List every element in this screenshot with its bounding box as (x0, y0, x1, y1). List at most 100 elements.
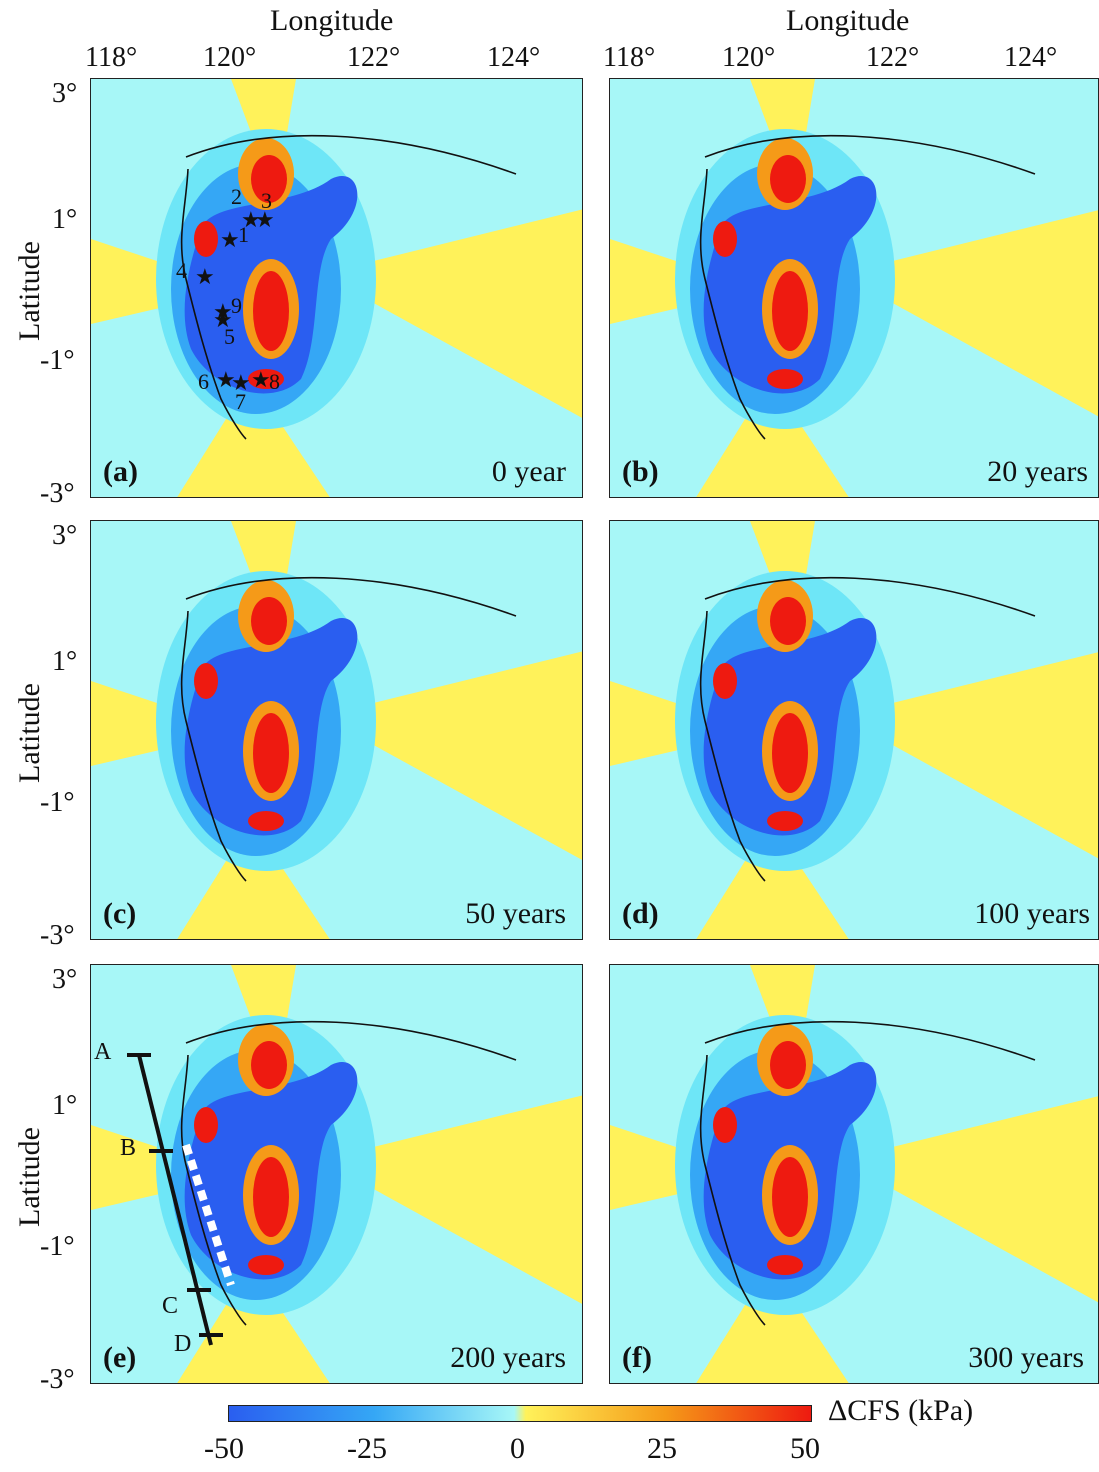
positive-lobe (177, 379, 330, 497)
positive-zone (713, 663, 737, 699)
lat-tick: 1° (52, 204, 78, 235)
epicenter-star: ★ (255, 207, 275, 232)
epicenter-star: ★ (213, 307, 233, 332)
positive-zone (253, 271, 289, 351)
positive-zone (251, 155, 287, 203)
profile-label-b: B (120, 1135, 137, 1161)
colorbar (228, 1405, 812, 1422)
fault-line (699, 1054, 766, 1326)
positive-zone (194, 663, 218, 699)
trench-line (185, 1020, 517, 1061)
lat-tick: 3° (52, 964, 78, 995)
fault-line (699, 610, 766, 882)
profile-label-d: D (174, 1331, 192, 1357)
epicenter-label: 9 (231, 293, 242, 318)
panel-label: (a) (103, 455, 138, 488)
fault-line (180, 610, 247, 882)
positive-zone (772, 271, 808, 351)
positive-lobe (321, 1095, 582, 1304)
profile-label-c: C (162, 1293, 179, 1319)
lon-tick: 122° (866, 42, 920, 73)
positive-lobe (321, 209, 582, 418)
positive-lobe (177, 1265, 330, 1383)
epicenter-star: ★ (213, 299, 233, 324)
lat-tick: -3° (40, 920, 75, 951)
stress-map (91, 521, 582, 939)
trench-line (185, 576, 517, 617)
map-panel-c: (c) 50 years (90, 520, 583, 940)
panel-label: (f) (622, 1341, 652, 1374)
panel-label: (b) (622, 455, 659, 488)
lat-tick: 1° (52, 1090, 78, 1121)
profile-label-a: A (94, 1039, 112, 1065)
lon-tick: 118° (603, 42, 656, 73)
rupture-segment (182, 1143, 235, 1287)
lon-tick: 120° (203, 42, 257, 73)
epicenter-star: ★ (216, 367, 236, 392)
colorbar-tick: 50 (790, 1432, 820, 1465)
positive-zone (767, 369, 803, 389)
epicenter-star: ★ (251, 367, 271, 392)
longitude-title-left: Longitude (270, 4, 394, 37)
positive-zone (253, 713, 289, 793)
map-panel-e: (e) 200 years (90, 964, 583, 1384)
time-label: 0 year (491, 455, 566, 488)
colorbar-tick: 0 (510, 1432, 525, 1465)
stress-map (610, 79, 1098, 497)
positive-zone (713, 1107, 737, 1143)
panel-label: (d) (622, 897, 659, 930)
map-panel-f: (f) 300 years (609, 964, 1099, 1384)
lat-tick: -3° (40, 478, 75, 509)
positive-lobe (177, 821, 330, 939)
positive-zone (194, 221, 218, 257)
positive-zone (767, 811, 803, 831)
latitude-title: Latitude (13, 1127, 46, 1227)
time-label: 300 years (968, 1341, 1084, 1374)
positive-zone (770, 155, 806, 203)
longitude-title-right: Longitude (786, 4, 910, 37)
time-label: 50 years (465, 897, 566, 930)
positive-lobe (696, 1265, 849, 1383)
epicenter-label: 5 (224, 324, 235, 349)
lat-tick: 3° (52, 78, 78, 109)
fault-line (180, 168, 247, 440)
colorbar-tick: -50 (204, 1432, 244, 1465)
lat-tick: -3° (40, 1364, 75, 1395)
epicenter-star: ★ (231, 370, 251, 395)
profile-line (137, 1054, 213, 1346)
positive-zone (770, 597, 806, 645)
positive-lobe (840, 652, 1098, 859)
epicenter-star: ★ (241, 207, 261, 232)
lat-tick: -1° (40, 1231, 75, 1262)
map-panel-b: (b) 20 years (609, 78, 1099, 498)
map-panel-a: ★ ★ ★ ★ ★ ★ ★ ★ ★ (a) 0 year (90, 78, 583, 498)
positive-zone (772, 713, 808, 793)
stress-map: ★★★★★★★★ ★ (91, 79, 582, 497)
trench-line (704, 134, 1036, 175)
panel-label: (c) (103, 897, 137, 930)
fault-line (699, 168, 766, 440)
positive-zone (251, 597, 287, 645)
time-label: 20 years (987, 455, 1088, 488)
epicenter-star: ★ (195, 264, 215, 289)
positive-zone (248, 811, 284, 831)
positive-zone (248, 369, 284, 389)
lat-tick: -1° (40, 787, 75, 818)
positive-zone (253, 1157, 289, 1237)
positive-zone (248, 1255, 284, 1275)
stress-map (610, 521, 1098, 939)
positive-lobe (840, 210, 1098, 417)
positive-lobe (840, 1096, 1098, 1303)
lat-tick: 3° (52, 520, 78, 551)
colorbar-tick: -25 (347, 1432, 387, 1465)
trench-line (185, 134, 517, 175)
map-panel-d: (d) 100 years (609, 520, 1099, 940)
positive-zone (251, 1041, 287, 1089)
positive-zone (770, 1041, 806, 1089)
lon-tick: 124° (1004, 42, 1058, 73)
time-label: 200 years (450, 1341, 566, 1374)
epicenter-label: 7 (235, 389, 246, 414)
epicenter-label: 3 (261, 188, 272, 213)
lon-tick: 124° (487, 42, 541, 73)
lon-tick: 118° (85, 42, 138, 73)
